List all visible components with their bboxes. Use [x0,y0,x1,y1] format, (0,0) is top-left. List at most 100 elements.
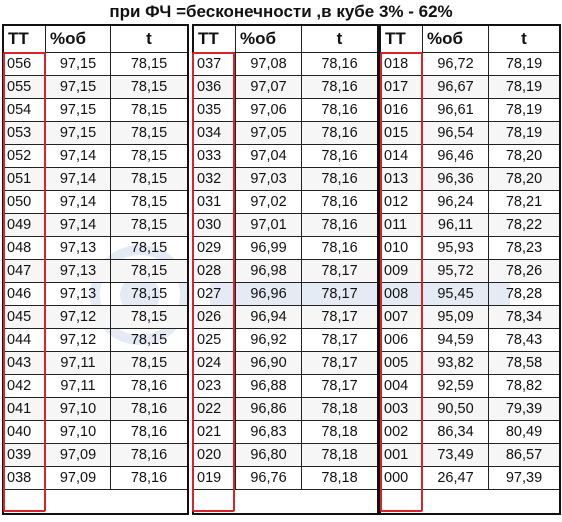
table-row: 012 96,24 78,21 [380,190,560,214]
column-header-tt: ТТ [3,25,46,53]
table-row: 004 92,59 78,82 [380,374,560,398]
cell-tt: 020 [193,443,236,467]
cell-percent: 97,01 [235,213,302,237]
cell-t: 86,57 [488,443,560,467]
cell-t: 78,28 [488,282,560,306]
cell-t: 78,15 [110,75,188,99]
cell-tt: 026 [193,305,236,329]
cell-percent: 97,15 [45,75,111,99]
table-row: 021 96,83 78,18 [193,420,378,444]
cell-tt: 012 [380,190,423,214]
cell-tt: 009 [380,259,423,283]
column-header-percent: %об [45,25,111,53]
cell-t: 78,18 [301,443,378,467]
table-row: 055 97,15 78,15 [3,75,188,99]
cell-t: 78,22 [488,213,560,237]
table-row: 048 97,13 78,15 [3,236,188,260]
cell-percent: 96,54 [422,121,489,145]
cell-tt: 006 [380,328,423,352]
cell-percent: 97,09 [45,443,111,467]
table-row: 022 96,86 78,18 [193,397,378,421]
cell-t: 78,17 [301,305,378,329]
cell-t: 78,17 [301,259,378,283]
cell-t: 97,39 [488,466,560,490]
cell-tt: 037 [193,52,236,76]
table-row: 038 97,09 78,16 [3,466,188,490]
table-row: 003 90,50 79,39 [380,397,560,421]
table-header-row: ТТ %об t [3,25,188,53]
cell-percent: 96,24 [422,190,489,214]
cell-tt: 045 [3,305,46,329]
cell-t: 78,19 [488,98,560,122]
cell-tt: 010 [380,236,423,260]
table-row: 039 97,09 78,16 [3,443,188,467]
cell-tt: 002 [380,420,423,444]
cell-t: 78,21 [488,190,560,214]
cell-tt: 016 [380,98,423,122]
cell-t: 78,15 [110,259,188,283]
cell-t: 78,43 [488,328,560,352]
table-row: 032 97,03 78,16 [193,167,378,191]
cell-tt: 035 [193,98,236,122]
cell-tt: 051 [3,167,46,191]
table-row: 017 96,67 78,19 [380,75,560,99]
cell-tt: 054 [3,98,46,122]
cell-percent: 95,09 [422,305,489,329]
table-row: 028 96,98 78,17 [193,259,378,283]
cell-tt: 039 [3,443,46,467]
cell-percent: 96,92 [235,328,302,352]
cell-percent: 96,99 [235,236,302,260]
column-header-tt: ТТ [380,25,423,53]
cell-tt: 029 [193,236,236,260]
cell-percent: 95,45 [422,282,489,306]
table-row: 036 97,07 78,16 [193,75,378,99]
cell-percent: 92,59 [422,374,489,398]
table-row: 030 97,01 78,16 [193,213,378,237]
cell-percent: 97,09 [45,466,111,490]
table-row: 047 97,13 78,15 [3,259,188,283]
table-row: 011 96,11 78,22 [380,213,560,237]
table-row: 019 96,76 78,18 [193,466,378,490]
cell-percent: 94,59 [422,328,489,352]
cell-tt: 001 [380,443,423,467]
cell-tt: 007 [380,305,423,329]
cell-t: 78,16 [301,52,378,76]
cell-t: 78,17 [301,328,378,352]
table-row: 029 96,99 78,16 [193,236,378,260]
table-header-row: ТТ %об t [380,25,560,53]
data-table-1: ТТ %об t 056 97,15 78,15 055 97,15 78,15 054 97… [3,25,188,490]
cell-t: 78,82 [488,374,560,398]
cell-percent: 97,08 [235,52,302,76]
cell-percent: 90,50 [422,397,489,421]
table-row: 046 97,13 78,15 [3,282,188,306]
cell-t: 78,16 [110,466,188,490]
cell-percent: 97,05 [235,121,302,145]
cell-t: 78,15 [110,144,188,168]
table-row: 025 96,92 78,17 [193,328,378,352]
cell-t: 78,16 [301,144,378,168]
cell-percent: 97,14 [45,190,111,214]
table-row: 041 97,10 78,16 [3,397,188,421]
table-row: 040 97,10 78,16 [3,420,188,444]
cell-percent: 96,86 [235,397,302,421]
cell-t: 78,15 [110,351,188,375]
cell-t: 78,15 [110,190,188,214]
cell-t: 78,58 [488,351,560,375]
cell-tt: 015 [380,121,423,145]
cell-percent: 96,88 [235,374,302,398]
cell-percent: 96,83 [235,420,302,444]
cell-tt: 025 [193,328,236,352]
cell-percent: 96,11 [422,213,489,237]
cell-t: 78,15 [110,121,188,145]
cell-percent: 97,04 [235,144,302,168]
cell-tt: 040 [3,420,46,444]
cell-t: 78,16 [301,213,378,237]
cell-tt: 030 [193,213,236,237]
table-row: 015 96,54 78,19 [380,121,560,145]
cell-percent: 97,15 [45,98,111,122]
table-row: 052 97,14 78,15 [3,144,188,168]
cell-t: 78,16 [301,98,378,122]
cell-percent: 96,61 [422,98,489,122]
cell-t: 78,15 [110,98,188,122]
table-row: 010 95,93 78,23 [380,236,560,260]
